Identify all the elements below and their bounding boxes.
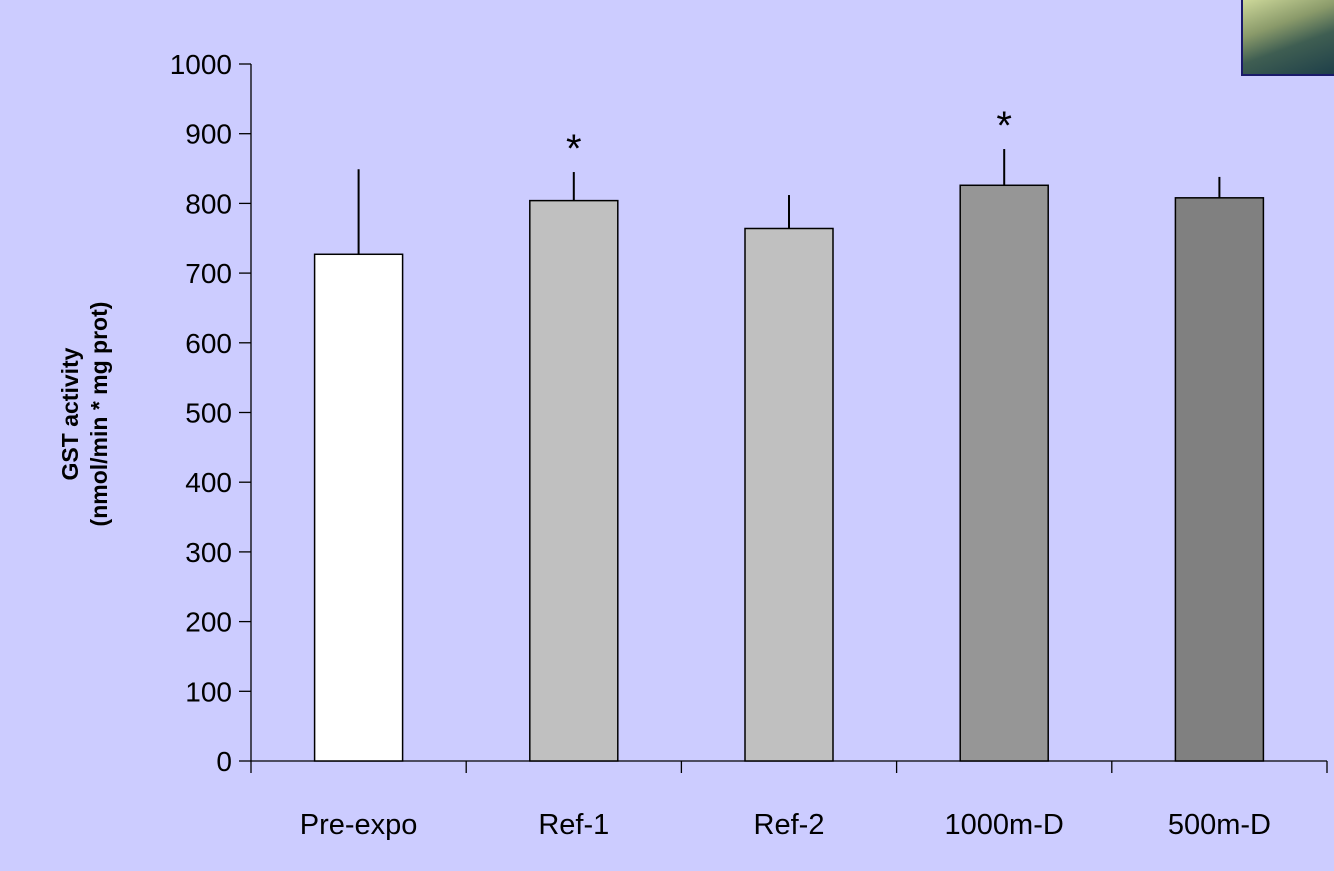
- significance-marker: *: [566, 127, 582, 171]
- y-axis-label-line1: GST activity: [57, 347, 83, 480]
- x-category-label: 500m-D: [1168, 809, 1271, 841]
- x-category-label: Pre-expo: [300, 809, 418, 841]
- y-tick-label: 900: [185, 119, 232, 150]
- y-tick-label: 400: [185, 467, 232, 498]
- x-category-label: 1000m-D: [945, 809, 1064, 841]
- y-tick-label: 300: [185, 537, 232, 568]
- y-tick-label: 600: [185, 328, 232, 359]
- x-category-label: Ref-1: [538, 809, 609, 841]
- axes: [239, 63, 1328, 773]
- bar-ref-1: [529, 199, 619, 762]
- photo-thumbnail-icon: [1241, 0, 1334, 76]
- y-tick-label: 800: [185, 188, 232, 219]
- significance-marker: *: [996, 104, 1012, 148]
- x-category-label: Ref-2: [754, 809, 825, 841]
- y-tick-label: 200: [185, 607, 232, 638]
- bar-1000m-d: [959, 184, 1049, 762]
- bars: [313, 149, 1265, 762]
- y-tick-label: 500: [185, 398, 232, 429]
- y-tick-label: 100: [185, 676, 232, 707]
- labels: 0 100 200 300 400 500 600 700 800 900 1000 Pre-expo…: [170, 49, 1271, 841]
- y-tick-label: 700: [185, 258, 232, 289]
- y-tick-label: 1000: [170, 49, 232, 80]
- bar-pre-expo: [313, 253, 404, 762]
- bar-ref-2: [744, 227, 834, 762]
- y-axis-label-line2: (nmol/min * mg prot): [86, 302, 112, 527]
- bar-500m-d: [1174, 197, 1265, 762]
- y-tick-label: 0: [216, 746, 232, 777]
